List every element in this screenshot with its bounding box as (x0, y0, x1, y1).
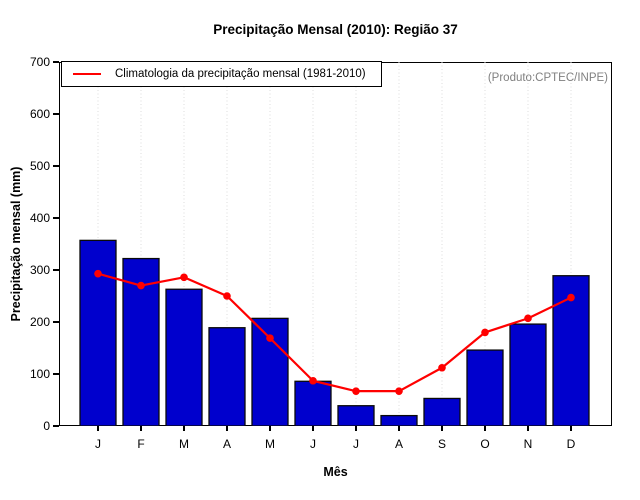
y-tick-label: 100 (29, 366, 50, 381)
bar-S-8 (423, 397, 461, 426)
y-tick-mark (53, 217, 59, 219)
plot-canvas (79, 62, 590, 426)
x-tick-label-4: M (265, 437, 275, 451)
x-tick-label-6: J (353, 437, 359, 451)
x-tick-label-1: F (137, 437, 145, 451)
x-tick-mark (355, 426, 357, 431)
x-tick-label-2: M (179, 437, 189, 451)
bar-J-0 (79, 239, 117, 426)
bar-J-6 (337, 405, 375, 426)
x-tick-mark (226, 426, 228, 431)
y-tick-label: 300 (29, 262, 50, 277)
x-tick-mark (269, 426, 271, 431)
bar-N-10 (509, 323, 547, 426)
bar-O-9 (466, 349, 504, 426)
x-tick-mark (183, 426, 185, 431)
climatology-point-0 (94, 269, 102, 278)
x-tick-label-5: J (310, 437, 316, 451)
x-tick-mark (570, 426, 572, 431)
x-tick-label-7: A (394, 437, 403, 451)
chart-title: Precipitação Mensal (2010): Região 37 (213, 22, 458, 37)
x-tick-label-9: O (480, 437, 490, 451)
y-tick-mark (53, 269, 59, 271)
climatology-point-5 (309, 376, 317, 385)
y-tick-mark (53, 113, 59, 115)
x-tick-mark (97, 426, 99, 431)
y-tick-mark (53, 321, 59, 323)
bar-A-3 (208, 327, 246, 426)
x-tick-mark (398, 426, 400, 431)
x-axis-label: Mês (323, 465, 348, 479)
legend-line-sample (73, 72, 101, 76)
x-tick-mark (312, 426, 314, 431)
y-tick-mark (53, 165, 59, 167)
climatology-point-9 (481, 328, 489, 337)
x-tick-label-10: N (523, 437, 533, 451)
legend-label: Climatologia da precipitação mensal (198… (115, 68, 366, 80)
x-tick-label-0: J (95, 437, 101, 451)
climatology-point-2 (180, 273, 188, 282)
x-tick-mark (484, 426, 486, 431)
bar-J-5 (294, 380, 332, 426)
y-tick-label: 600 (29, 106, 50, 121)
y-axis-label: Precipitação mensal (mm) (9, 166, 23, 322)
y-tick-label: 500 (29, 158, 50, 173)
x-tick-mark (527, 426, 529, 431)
climatology-point-7 (395, 387, 403, 395)
x-tick-label-3: A (222, 437, 231, 451)
x-tick-label-8: S (437, 437, 446, 451)
climatology-point-1 (137, 281, 145, 290)
climatology-point-3 (223, 292, 231, 300)
climatology-point-11 (567, 293, 575, 302)
climatology-point-4 (266, 334, 274, 342)
climatology-point-6 (352, 387, 360, 395)
climatology-point-10 (524, 314, 532, 323)
legend-box: Climatologia da precipitação mensal (198… (61, 61, 382, 87)
climatology-point-8 (438, 363, 446, 372)
y-tick-mark (53, 425, 59, 427)
x-tick-mark (140, 426, 142, 431)
y-tick-label: 400 (29, 210, 50, 225)
y-tick-mark (53, 373, 59, 375)
climatology-line (96, 272, 573, 393)
y-tick-label: 700 (29, 54, 50, 69)
x-tick-mark (441, 426, 443, 431)
y-tick-label: 200 (29, 314, 50, 329)
x-tick-label-11: D (566, 437, 576, 451)
product-annotation: (Produto:CPTEC/INPE) (487, 72, 608, 84)
y-tick-label: 0 (43, 418, 50, 433)
bar-M-2 (165, 288, 203, 426)
bar-A-7 (380, 414, 418, 426)
y-tick-mark (53, 61, 59, 63)
